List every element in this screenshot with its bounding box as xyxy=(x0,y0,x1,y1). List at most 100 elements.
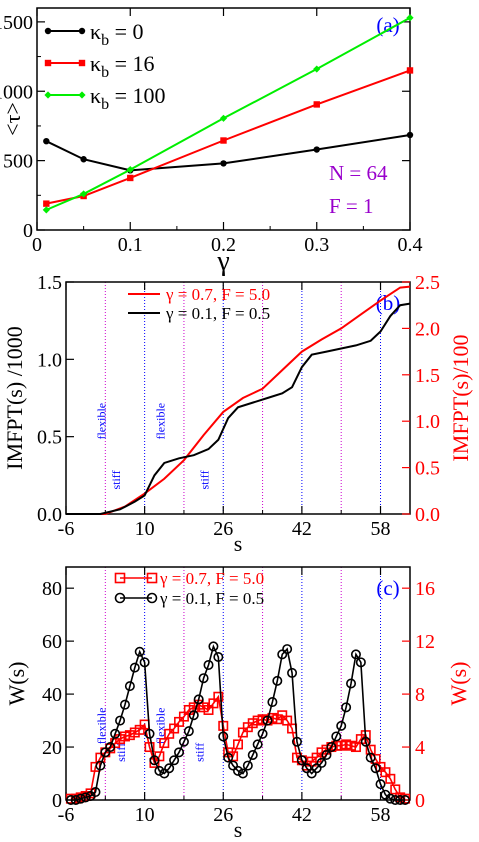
panel-c-legend-marker-0 xyxy=(146,572,158,584)
panel-a-legend-marker-2 xyxy=(44,91,52,99)
panel-b-region-label: stiff xyxy=(109,470,123,489)
panel-c-point-1 xyxy=(208,641,219,652)
panel-a-point-0 xyxy=(313,146,320,153)
panel-c-y2-tick-label: 12 xyxy=(415,631,435,653)
panel-b-x-tick-label: 10 xyxy=(135,518,155,540)
panel-c-point-1 xyxy=(316,757,327,768)
panel-c-point-1 xyxy=(277,649,288,660)
panel-a-legend-marker-0 xyxy=(44,27,52,35)
panel-c-point-1 xyxy=(341,702,352,713)
panel-c-point-1 xyxy=(218,731,229,742)
panel-b-x-axis-label: s xyxy=(234,531,243,556)
panel-a-point-2 xyxy=(313,65,321,73)
panel-c-point-1 xyxy=(95,760,106,771)
panel-c-point-1 xyxy=(350,649,361,660)
panel-c-x-tick-label: 26 xyxy=(213,804,233,826)
panel-c-point-1 xyxy=(80,792,91,803)
panel-b-frame xyxy=(65,281,411,515)
panel-c-point-1 xyxy=(134,646,145,657)
panel-a-point-1 xyxy=(43,200,50,207)
panel-c-point-1 xyxy=(174,747,185,758)
panel-a-x-tick-label: 0.1 xyxy=(118,234,143,256)
panel-a-point-2 xyxy=(126,166,134,174)
panel-c-point-1 xyxy=(267,697,278,708)
panel-b-y2-tick-label: 2.0 xyxy=(415,318,440,340)
panel-a-series-line-0 xyxy=(45,133,411,172)
panel-b-y2-tick-label: 1.0 xyxy=(415,411,440,433)
panel-c-point-0 xyxy=(144,742,155,753)
panel-b-y-tick-label: 0.5 xyxy=(37,427,62,449)
panel-b-y2-tick-label: 0.5 xyxy=(415,458,440,480)
panel-c-point-1 xyxy=(282,644,293,655)
panel-c-legend-marker-1 xyxy=(146,592,158,604)
panel-c-series-line-0 xyxy=(70,694,406,800)
panel-c-point-0 xyxy=(228,751,239,762)
panel-b-region-label: stiff xyxy=(198,470,212,489)
panel-a-x-tick-label: 0.3 xyxy=(304,234,329,256)
panel-c-point-1 xyxy=(124,681,135,692)
panel-c-point-1 xyxy=(385,793,396,804)
panel-a-point-0 xyxy=(80,156,87,163)
panel-a-point-1 xyxy=(406,67,414,74)
panel-c-point-1 xyxy=(105,742,116,753)
panel-c-point-1 xyxy=(178,736,189,747)
panel-b-x-tick-label: 26 xyxy=(213,518,233,540)
panel-c-point-1 xyxy=(237,768,248,779)
panel-a-point-1 xyxy=(313,101,320,108)
panel-c-point-1 xyxy=(115,715,126,726)
panel-c-point-1 xyxy=(193,694,204,705)
panel-c-point-1 xyxy=(296,755,307,766)
panel-c-point-1 xyxy=(291,736,302,747)
panel-c-point-1 xyxy=(355,657,366,668)
panel-c-y-tick-label: 80 xyxy=(42,578,62,600)
panel-a-y-tick-label: 1000 xyxy=(0,81,33,103)
panel-c-point-1 xyxy=(213,652,224,663)
panel-c-y2-tick-label: 4 xyxy=(415,737,425,759)
panel-c-y-tick-label: 0 xyxy=(52,790,62,812)
panel-c-y2-axis-label: W(s) xyxy=(446,662,471,706)
panel-c-point-1 xyxy=(321,749,332,760)
panel-c-x-tick-label: 42 xyxy=(292,804,312,826)
panel-b-y-tick-label: 1.5 xyxy=(37,272,62,294)
panel-c-region-label: flexible xyxy=(94,708,108,745)
panel-c-y-tick-label: 60 xyxy=(42,631,62,653)
panel-b-y-axis-label: IMFPT(s) /1000 xyxy=(2,326,27,470)
panel-c-x-axis-label: s xyxy=(234,817,243,842)
panel-c-region-label: stiff xyxy=(114,743,128,762)
panel-c-y-tick-label: 20 xyxy=(42,737,62,759)
panel-b-y-tick-label: 1.0 xyxy=(37,349,62,371)
panel-b-series-line-1 xyxy=(66,302,411,515)
panel-c-legend-marker-0 xyxy=(114,572,126,584)
panel-a-legend-marker-0 xyxy=(78,27,86,35)
panel-c-point-1 xyxy=(110,728,121,739)
panel-a-point-2 xyxy=(219,114,228,122)
panel-a-legend-marker-1 xyxy=(44,59,52,67)
panel-c-point-0 xyxy=(159,738,170,749)
panel-c-point-1 xyxy=(326,742,337,753)
panel-c-x-tick-label: 58 xyxy=(371,804,391,826)
panel-c-point-1 xyxy=(375,779,386,790)
panel-c-point-1 xyxy=(233,765,244,776)
panel-b-y2-tick-label: 0.0 xyxy=(415,504,440,526)
panel-c-point-1 xyxy=(257,728,268,739)
panel-b-x-tick-label: 58 xyxy=(371,518,391,540)
panel-c-point-1 xyxy=(252,739,263,750)
panel-b-region-label: flexible xyxy=(94,403,108,440)
panel-c-y2-tick-label: 0 xyxy=(415,790,425,812)
panel-c-point-1 xyxy=(223,752,234,763)
panel-c-point-1 xyxy=(365,752,376,763)
panel-a-x-tick-label: 0 xyxy=(32,234,42,256)
panel-c-point-1 xyxy=(144,728,155,739)
panel-c-y2-tick-label: 8 xyxy=(415,684,425,706)
panel-c-series-line-1 xyxy=(70,644,406,801)
panel-c-point-1 xyxy=(159,768,170,779)
panel-c-point-1 xyxy=(129,662,140,673)
panel-c-point-1 xyxy=(346,678,357,689)
panel-c-point-1 xyxy=(90,787,101,798)
panel-c-frame xyxy=(65,566,411,801)
panel-a-label: (a) xyxy=(376,13,399,37)
panel-c-point-1 xyxy=(139,657,150,668)
panel-a-point-0 xyxy=(406,131,414,139)
panel-c-point-1 xyxy=(336,720,347,731)
